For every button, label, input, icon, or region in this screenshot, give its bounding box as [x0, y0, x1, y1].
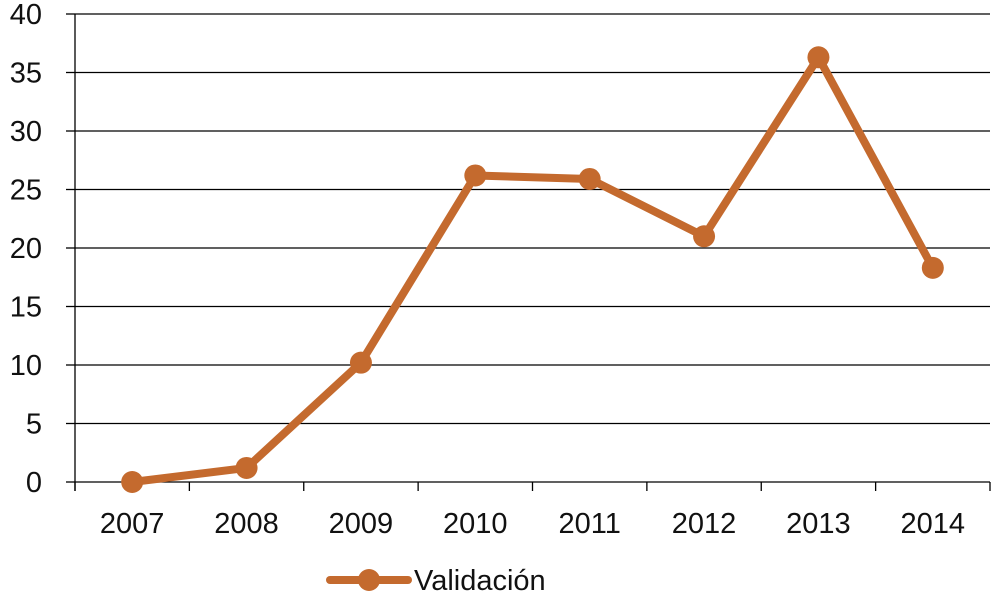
x-tick-label-2010: 2010 — [443, 508, 508, 540]
y-tick-label-5: 5 — [26, 409, 42, 441]
data-point-2014 — [921, 256, 944, 279]
x-tick-label-2013: 2013 — [786, 508, 851, 540]
x-tick-label-2009: 2009 — [329, 508, 394, 540]
y-tick-label-20: 20 — [10, 233, 42, 265]
x-tick-label-2011: 2011 — [559, 508, 621, 540]
data-point-2007 — [121, 471, 144, 493]
x-tick-labels: 2007 2008 2009 2010 2011 2012 2013 2014 — [100, 508, 965, 540]
x-tick-label-2008: 2008 — [214, 508, 279, 540]
data-point-2011 — [578, 167, 601, 190]
legend-point-marker — [358, 569, 380, 591]
x-tick-label-2007: 2007 — [100, 508, 165, 540]
data-point-2010 — [464, 164, 487, 187]
y-tick-label-30: 30 — [10, 116, 42, 148]
data-point-2012 — [693, 225, 716, 248]
legend: Validación — [326, 565, 546, 593]
legend-label: Validación — [414, 565, 546, 593]
y-tick-label-15: 15 — [10, 292, 42, 324]
x-tick-label-2012: 2012 — [672, 508, 737, 540]
y-tick-label-35: 35 — [10, 58, 42, 90]
data-point-2009 — [349, 351, 372, 374]
axes — [74, 14, 991, 491]
series-validacion — [121, 46, 944, 493]
x-tick-label-2014: 2014 — [901, 508, 966, 540]
y-tick-label-25: 25 — [10, 175, 42, 207]
data-point-2008 — [235, 456, 258, 479]
y-tick-label-0: 0 — [26, 467, 42, 499]
y-tick-labels: 0 5 10 15 20 25 30 35 40 — [10, 0, 42, 499]
data-point-2013 — [807, 46, 830, 69]
series-line — [128, 53, 937, 486]
gridlines — [66, 13, 990, 483]
y-tick-label-10: 10 — [10, 350, 42, 382]
y-tick-label-40: 40 — [10, 0, 42, 31]
